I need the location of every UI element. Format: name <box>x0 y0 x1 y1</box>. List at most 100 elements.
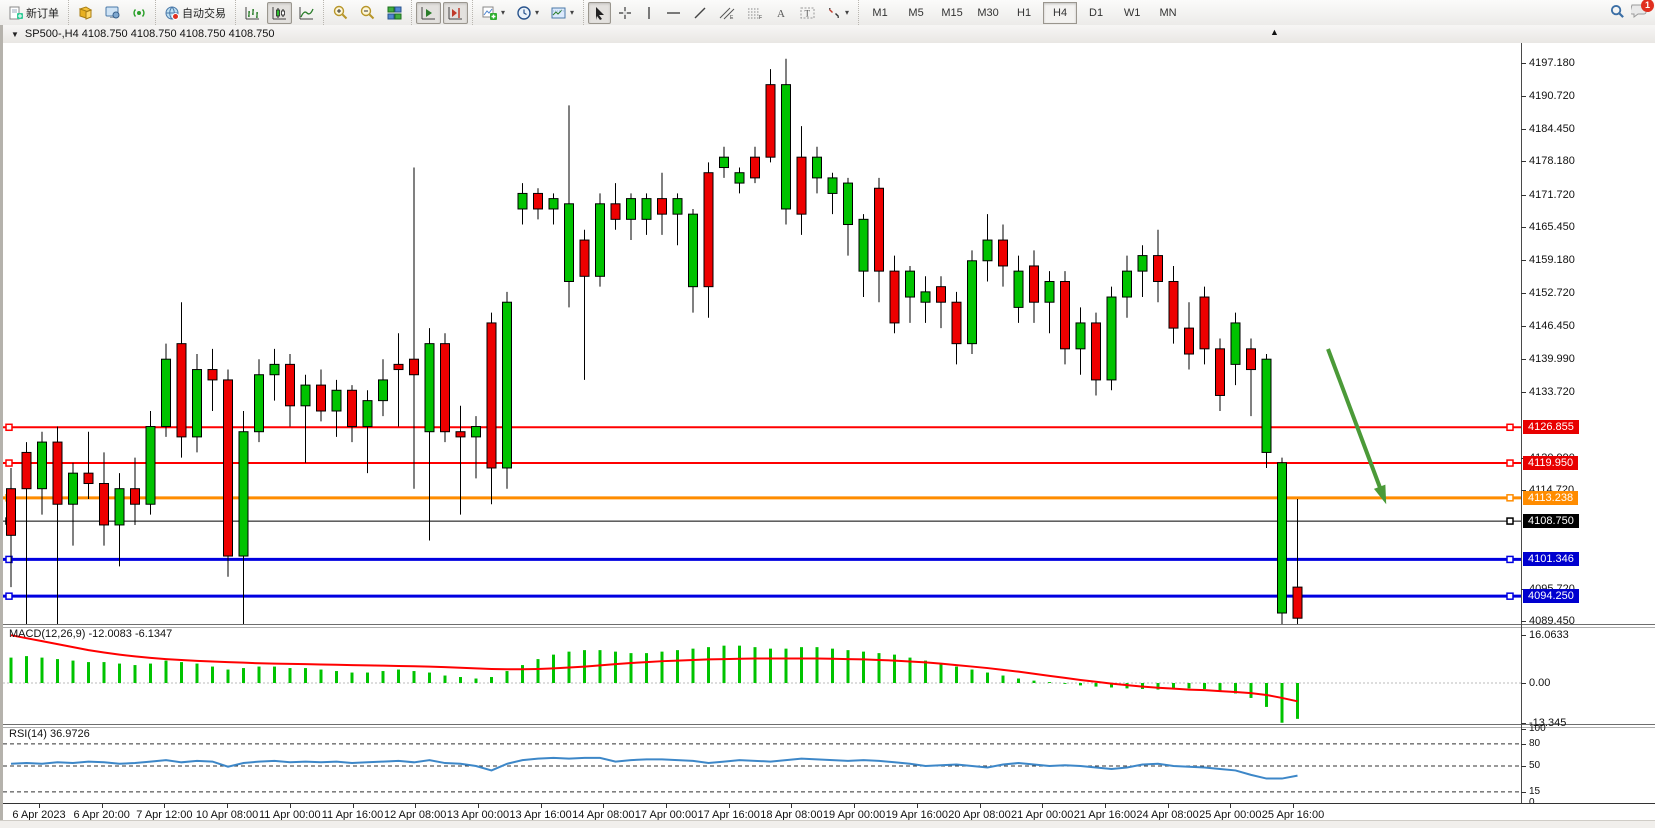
text-button[interactable]: A <box>770 2 793 24</box>
chevron-down-icon[interactable]: ▾ <box>570 8 575 17</box>
macd-label: MACD(12,26,9) -12.0083 -6.1347 <box>9 628 173 640</box>
candle <box>982 239 993 262</box>
timeframe-button-m5[interactable]: M5 <box>908 6 924 19</box>
zoom-in-button[interactable] <box>328 2 353 24</box>
candle <box>1091 322 1101 381</box>
chevron-down-icon[interactable]: ▾ <box>845 8 850 17</box>
trend-arrow[interactable] <box>1326 348 1384 494</box>
line-handle[interactable] <box>1506 423 1514 432</box>
time-label: 24 Apr 08:00 <box>1136 809 1199 821</box>
arrows-icon <box>827 6 841 20</box>
globe-icon <box>165 6 179 20</box>
timeframe-button-d1[interactable]: D1 <box>1089 6 1104 19</box>
time-tick <box>1104 804 1106 808</box>
candle <box>207 369 218 381</box>
time-label: 19 Apr 16:00 <box>885 809 948 821</box>
time-tick <box>603 804 605 808</box>
rsi-pane[interactable] <box>3 726 1521 803</box>
cursor-button[interactable] <box>588 1 612 24</box>
macd-pane[interactable] <box>3 626 1521 724</box>
line-handle[interactable] <box>1506 517 1514 525</box>
text-label-button[interactable]: T <box>795 2 820 24</box>
candle <box>1184 327 1194 355</box>
line-handle[interactable] <box>5 555 13 564</box>
candle <box>548 198 559 210</box>
line-handle[interactable] <box>5 459 13 467</box>
timeframe-button-mn[interactable]: MN <box>1159 6 1177 19</box>
candle <box>378 379 388 402</box>
equidistant-channel-button[interactable]: E <box>714 2 740 24</box>
history-center-button[interactable] <box>73 2 98 24</box>
autoscroll-button[interactable] <box>416 1 441 24</box>
time-tick <box>854 804 856 808</box>
candle <box>517 192 528 210</box>
svg-text:T: T <box>805 8 811 18</box>
line-handle[interactable] <box>1506 555 1514 564</box>
candlestick-chart-button[interactable] <box>267 1 292 24</box>
timeframe-button-h4[interactable]: H4 <box>1043 1 1078 24</box>
time-label: 14 Apr 08:00 <box>572 809 635 821</box>
zoom-out-button[interactable] <box>355 2 380 24</box>
tile-windows-button[interactable] <box>382 2 407 24</box>
chart-area[interactable]: MACD(12,26,9) -12.0083 -6.1347 RSI(14) 3… <box>0 43 1655 828</box>
vertical-line-button[interactable] <box>639 2 659 24</box>
candle <box>1230 322 1241 365</box>
bar-chart-button[interactable] <box>240 2 265 24</box>
autotrading-button[interactable]: 自动交易 <box>160 2 231 24</box>
candle <box>316 384 326 412</box>
timeframe-button-m15[interactable]: M15 <box>941 6 963 19</box>
new-order-button[interactable]: 新订单 <box>4 2 64 24</box>
price-tick-label: 4089.450 <box>1529 615 1575 628</box>
rsi-tick-label: 50 <box>1529 760 1541 771</box>
arrows-button[interactable]: ▾ <box>822 2 854 24</box>
pane-separator[interactable] <box>3 624 1655 628</box>
zoom-out-icon <box>360 5 375 20</box>
candle <box>1013 270 1024 308</box>
chart-window-title[interactable]: ▼ SP500-,H4 4108.750 4108.750 4108.750 4… <box>0 25 1655 44</box>
rsi-tick-label: 80 <box>1529 737 1541 749</box>
time-label: 6 Apr 20:00 <box>73 809 130 821</box>
time-label: 25 Apr 16:00 <box>1261 809 1325 821</box>
timeframe-button-m30[interactable]: M30 <box>977 6 999 19</box>
notifications-icon[interactable]: 1 <box>1629 0 1654 21</box>
signals-button[interactable] <box>127 2 151 24</box>
timeframe-button-w1[interactable]: W1 <box>1123 6 1141 19</box>
line-handle[interactable] <box>5 592 13 600</box>
time-tick <box>352 804 354 808</box>
fibonacci-button[interactable]: F <box>742 2 768 24</box>
timeframe-button-h1[interactable]: H1 <box>1017 6 1032 19</box>
collapse-icon[interactable]: ▼ <box>11 29 19 39</box>
time-tick <box>1167 804 1169 808</box>
market-watch-button[interactable] <box>100 2 125 24</box>
price-tick <box>1521 588 1526 590</box>
templates-button[interactable]: ▾ <box>546 2 579 24</box>
chevron-down-icon[interactable]: ▾ <box>501 8 506 17</box>
candle <box>672 198 683 215</box>
line-handle[interactable] <box>1506 494 1514 502</box>
line-handle[interactable] <box>1506 459 1514 467</box>
pane-separator[interactable] <box>3 724 1655 728</box>
trendline-button[interactable] <box>688 2 712 24</box>
price-chart-pane[interactable] <box>3 43 1521 626</box>
indicators-button[interactable]: ▾ <box>477 2 510 24</box>
line-handle[interactable] <box>5 423 13 432</box>
line-handle[interactable] <box>1506 592 1514 600</box>
rsi-tick <box>1521 743 1526 745</box>
crosshair-button[interactable] <box>613 2 637 24</box>
macd-tick-label: -13.345 <box>1529 716 1567 729</box>
periods-button[interactable]: ▾ <box>512 2 544 24</box>
line-chart-button[interactable] <box>294 2 319 24</box>
time-tick <box>39 804 40 808</box>
price-tick-label: 4159.180 <box>1529 253 1575 266</box>
trend-arrow-head <box>1373 484 1387 505</box>
price-tick <box>1521 391 1526 393</box>
price-tick <box>1521 128 1526 130</box>
rsi-tick-label: 0 <box>1529 797 1535 808</box>
chart-shift-button[interactable] <box>443 1 468 24</box>
candle <box>1168 280 1179 329</box>
horizontal-line-button[interactable] <box>661 2 686 24</box>
search-icon[interactable] <box>1610 4 1625 22</box>
chevron-down-icon[interactable]: ▾ <box>535 8 540 17</box>
timeframe-button-m1[interactable]: M1 <box>872 6 888 19</box>
candle <box>300 384 311 407</box>
